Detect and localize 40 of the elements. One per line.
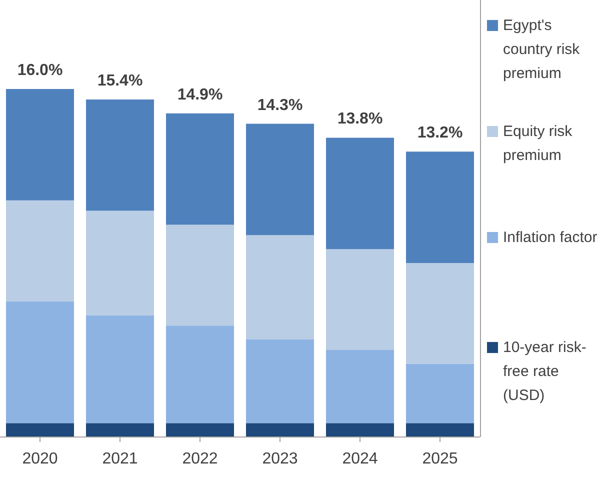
- annotation: 15.4%: [97, 72, 143, 90]
- bar: [246, 235, 314, 340]
- bar: [326, 423, 394, 437]
- legend-label: Inflation factor: [503, 228, 598, 248]
- bar: [6, 423, 74, 437]
- bar: [326, 249, 394, 350]
- legend-label: Egypt's country risk premium: [503, 16, 581, 84]
- bar: [86, 99, 154, 211]
- bar: [246, 340, 314, 424]
- bar: [246, 124, 314, 236]
- x-tick-label: 2020: [22, 450, 58, 468]
- bar: [246, 423, 314, 437]
- bar: [406, 152, 474, 263]
- annotation: 13.2%: [417, 124, 463, 142]
- x-tick-label: 2025: [422, 450, 458, 468]
- bar: [166, 326, 234, 424]
- bar: [166, 224, 234, 326]
- x-tick-label: 2022: [182, 450, 218, 468]
- bar: [326, 350, 394, 424]
- annotation: 14.9%: [177, 86, 223, 104]
- bar: [406, 423, 474, 437]
- bar: [406, 263, 474, 364]
- bar: [406, 364, 474, 424]
- annotation: 13.8%: [337, 110, 383, 128]
- legend-label: 10-year risk-free rate (USD): [503, 338, 588, 406]
- x-tick-label: 2021: [102, 450, 138, 468]
- bar: [326, 138, 394, 250]
- bar: [6, 301, 74, 424]
- bar: [6, 200, 74, 302]
- x-tick-label: 2024: [342, 450, 378, 468]
- bar: [6, 89, 74, 200]
- bar: [166, 113, 234, 225]
- bar: [86, 315, 154, 424]
- bar: [86, 210, 154, 316]
- bar: [86, 423, 154, 437]
- annotation: 16.0%: [17, 62, 63, 79]
- annotation: 14.3%: [257, 96, 303, 114]
- legend-label: Equity risk premium: [503, 122, 574, 166]
- bar: [166, 423, 234, 437]
- x-tick-label: 2023: [262, 450, 298, 468]
